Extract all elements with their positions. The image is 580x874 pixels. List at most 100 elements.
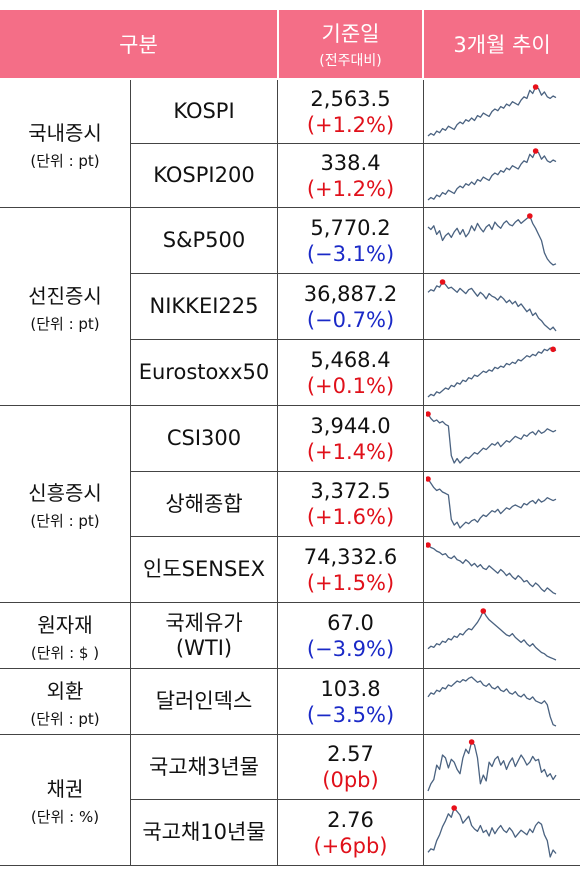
group-unit: (단위 : pt) — [30, 709, 100, 728]
sparkline-chart — [427, 739, 557, 792]
value-cell: 3,372.5 (+1.6%) — [279, 472, 422, 536]
sparkline-chart — [427, 608, 557, 661]
group-cell-commodity: 원자재 (단위 : $ ) — [0, 603, 130, 668]
sparkline-peak-marker — [527, 213, 533, 219]
header-separator — [422, 10, 424, 78]
change-text: (−3.9%) — [306, 636, 395, 661]
value-cell: 74,332.6 (+1.5%) — [279, 537, 422, 602]
item-name: Eurostoxx50 — [138, 360, 270, 385]
item-name: KOSPI — [173, 99, 235, 124]
item-name: 국고채3년물 — [149, 754, 259, 779]
group-name: 채권 — [46, 777, 84, 801]
sparkline-series — [427, 215, 557, 266]
sparkline-chart — [426, 542, 557, 595]
sparkline-peak-marker — [426, 476, 431, 482]
item-name: 달러인덱스 — [155, 689, 253, 714]
sparkline-peak-marker — [550, 346, 556, 353]
group-cell-emerging: 신흥증시 (단위 : pt) — [0, 406, 130, 602]
value-text: 338.4 — [320, 150, 381, 175]
group-divider — [0, 734, 580, 735]
sparkline-peak-marker — [532, 84, 539, 90]
value-text: 3,372.5 — [310, 479, 391, 503]
value-text: 5,770.2 — [310, 215, 391, 240]
value-text: 5,468.4 — [310, 347, 391, 372]
item-name: 상해종합 — [165, 491, 243, 516]
header-base-date-label: 기준일 — [321, 22, 380, 46]
sparkline-chart — [427, 279, 557, 332]
sparkline-series — [427, 676, 557, 727]
change-text: (−3.5%) — [306, 702, 395, 727]
row-divider — [130, 536, 580, 537]
change-text: (+1.6%) — [306, 505, 395, 529]
row-divider — [130, 799, 580, 800]
value-cell: 3,944.0 (+1.4%) — [279, 406, 422, 471]
item-cell: S&P500 — [131, 208, 277, 273]
group-unit: (단위 : pt) — [30, 512, 100, 530]
row-divider — [130, 471, 580, 472]
value-cell: 2,563.5 (+1.2%) — [279, 80, 422, 143]
change-text: (+6pb) — [313, 833, 388, 858]
value-cell: 103.8 (−3.5%) — [279, 669, 422, 734]
column-divider — [130, 80, 131, 865]
change-text: (+1.2%) — [306, 176, 395, 201]
item-name: 인도SENSEX — [143, 557, 265, 582]
header-base-date-sub-label: (전주대비) — [319, 53, 382, 69]
group-divider — [0, 405, 580, 406]
change-text: (−0.7%) — [306, 307, 395, 332]
sparkline-series — [427, 807, 557, 858]
value-text: 103.8 — [320, 676, 381, 701]
sparkline-chart — [427, 213, 557, 266]
sparkline-chart — [426, 476, 557, 529]
sparkline-series — [427, 150, 557, 201]
sparkline-series — [427, 86, 557, 137]
group-divider — [0, 207, 580, 208]
item-name: KOSPI200 — [153, 163, 255, 188]
sparkline-chart — [427, 805, 557, 858]
header-separator — [277, 10, 279, 78]
value-text: 2.57 — [327, 742, 374, 766]
group-name: 신흥증시 — [28, 481, 102, 505]
change-text: (+1.4%) — [306, 439, 395, 464]
item-cell: 국고채3년물 — [131, 735, 277, 799]
sparkline-series — [427, 610, 557, 661]
sparkline-series — [427, 413, 557, 464]
item-cell: 상해종합 — [131, 472, 277, 536]
sparkline-peak-marker — [439, 279, 446, 285]
item-cell: KOSPI — [131, 80, 277, 143]
sparkline-peak-marker — [426, 411, 431, 417]
group-cell-developed: 선진증시 (단위 : pt) — [0, 208, 130, 405]
group-unit: (단위 : $ ) — [30, 643, 100, 662]
sparkline-chart — [427, 84, 557, 137]
item-cell: NIKKEI225 — [131, 274, 277, 339]
item-name: 국제유가 (WTI) — [165, 611, 243, 660]
value-cell: 67.0 (−3.9%) — [279, 603, 422, 668]
group-cell-domestic: 국내증시 (단위 : pt) — [0, 80, 130, 207]
change-text: (+0.1%) — [306, 373, 395, 398]
change-text: (0pb) — [322, 768, 379, 792]
item-name: NIKKEI225 — [149, 294, 259, 319]
sparkline-peak-marker — [451, 805, 457, 811]
item-cell: KOSPI200 — [131, 144, 277, 207]
sparkline-series — [427, 347, 557, 398]
value-cell: 2.57 (0pb) — [279, 735, 422, 799]
group-name: 원자재 — [37, 612, 93, 637]
item-cell: Eurostoxx50 — [131, 340, 277, 405]
item-cell: 인도SENSEX — [131, 537, 277, 602]
item-cell: 국제유가 (WTI) — [131, 603, 277, 668]
value-text: 36,887.2 — [303, 281, 398, 306]
value-text: 2.76 — [327, 807, 374, 832]
sparkline-peak-marker — [426, 542, 431, 548]
item-name: S&P500 — [162, 228, 246, 253]
group-name: 국내증시 — [28, 120, 102, 145]
sparkline-series — [427, 741, 557, 792]
group-unit: (단위 : pt) — [30, 314, 100, 333]
row-divider — [130, 339, 580, 340]
item-name: 국고채10년물 — [142, 820, 266, 845]
value-text: 2,563.5 — [310, 86, 391, 111]
change-text: (+1.2%) — [306, 112, 395, 137]
sparkline-chart — [427, 676, 557, 727]
group-cell-bond: 채권 (단위 : %) — [0, 735, 130, 865]
sparkline-chart — [427, 346, 557, 398]
sparkline-peak-marker — [532, 148, 539, 154]
